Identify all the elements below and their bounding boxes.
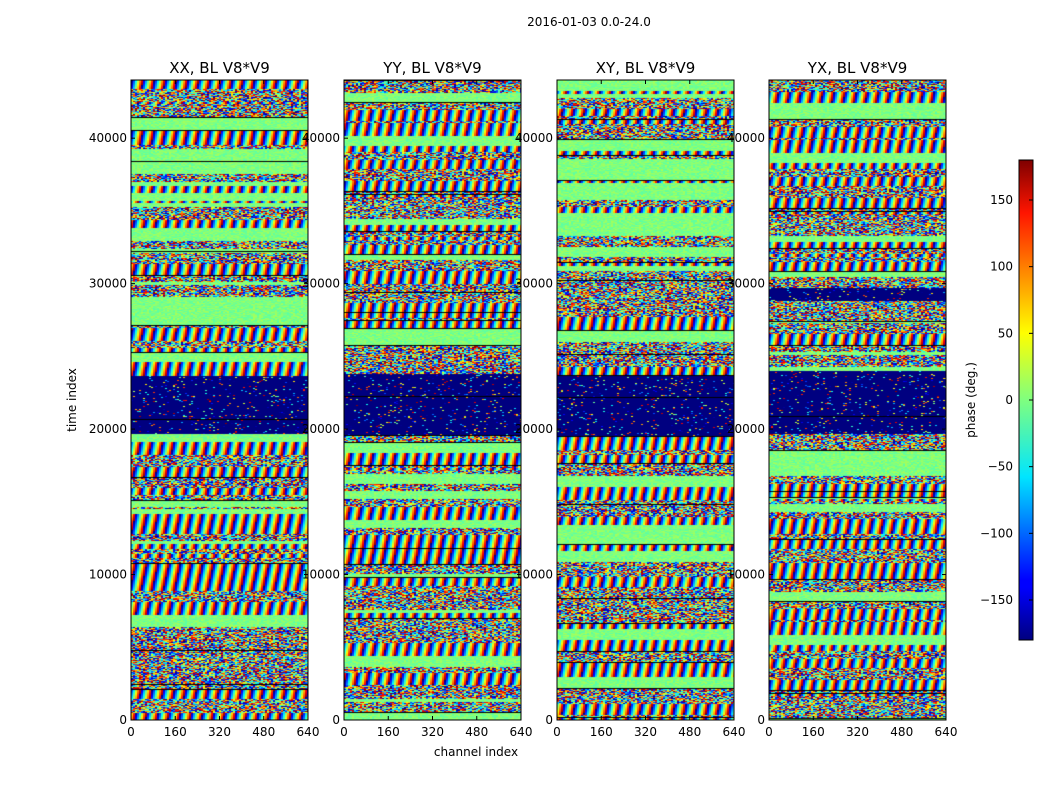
x-tick-label: 0 bbox=[127, 725, 135, 739]
x-tick-label: 0 bbox=[765, 725, 773, 739]
panel-heatmap bbox=[769, 80, 946, 720]
panel-heatmap bbox=[557, 80, 734, 720]
colorbar-tick-label: −100 bbox=[980, 526, 1013, 540]
y-tick-label: 40000 bbox=[727, 131, 765, 145]
colorbar-tick-label: −50 bbox=[988, 460, 1013, 474]
x-tick-label: 640 bbox=[723, 725, 746, 739]
y-tick-label: 30000 bbox=[727, 277, 765, 291]
panel-heatmap bbox=[131, 80, 308, 720]
panel-title: YX, BL V8*V9 bbox=[807, 59, 908, 77]
panel-3: YX, BL V8*V9 0 160 320 480 640 0 10000 20000 3000… bbox=[727, 59, 958, 739]
y-tick-label: 10000 bbox=[515, 568, 553, 582]
x-axis-label: channel index bbox=[434, 745, 518, 759]
y-tick-label: 40000 bbox=[89, 131, 127, 145]
x-tick-label: 0 bbox=[553, 725, 561, 739]
panel-title: XY, BL V8*V9 bbox=[596, 59, 696, 77]
x-tick-label: 480 bbox=[252, 725, 275, 739]
x-tick-label: 640 bbox=[297, 725, 320, 739]
y-tick-label: 20000 bbox=[302, 422, 340, 436]
heatmap-canvas bbox=[557, 80, 734, 720]
colorbar-tick-label: 0 bbox=[1005, 393, 1013, 407]
y-tick-label: 10000 bbox=[727, 568, 765, 582]
heatmap-canvas bbox=[344, 80, 521, 720]
y-tick-label: 40000 bbox=[515, 131, 553, 145]
panel-2: XY, BL V8*V9 0 160 320 480 640 0 10000 20000 3000… bbox=[515, 59, 746, 739]
x-tick-label: 320 bbox=[634, 725, 657, 739]
panels-group: XX, BL V8*V9 0 160 320 480 640 0 10000 20000 3000… bbox=[89, 59, 958, 739]
colorbar: 150 100 50 0 −50 −100 −150 phase (deg.) bbox=[964, 159, 1034, 641]
colorbar-tick-label: 50 bbox=[998, 326, 1013, 340]
y-tick-label: 0 bbox=[119, 713, 127, 727]
x-tick-label: 480 bbox=[890, 725, 913, 739]
x-tick-label: 480 bbox=[678, 725, 701, 739]
y-tick-label: 0 bbox=[757, 713, 765, 727]
y-tick-label: 0 bbox=[332, 713, 340, 727]
y-tick-label: 20000 bbox=[89, 422, 127, 436]
panel-0: XX, BL V8*V9 0 160 320 480 640 0 10000 20000 3000… bbox=[89, 59, 320, 739]
heatmap-canvas bbox=[131, 80, 308, 720]
figure-suptitle: 2016-01-03 0.0-24.0 bbox=[527, 15, 651, 29]
colorbar-ticks: 150 100 50 0 −50 −100 −150 bbox=[980, 193, 1033, 607]
panel-1: YY, BL V8*V9 0 160 320 480 640 0 10000 20000 3000… bbox=[302, 59, 533, 739]
x-tick-label: 160 bbox=[802, 725, 825, 739]
x-tick-label: 160 bbox=[377, 725, 400, 739]
panel-heatmap bbox=[344, 80, 521, 720]
colorbar-tick-label: 150 bbox=[990, 193, 1013, 207]
x-tick-label: 160 bbox=[164, 725, 187, 739]
y-tick-label: 40000 bbox=[302, 131, 340, 145]
y-axis-label: time index bbox=[65, 368, 79, 432]
x-tick-label: 0 bbox=[340, 725, 348, 739]
y-tick-label: 20000 bbox=[515, 422, 553, 436]
panel-title: XX, BL V8*V9 bbox=[169, 59, 270, 77]
y-tick-label: 20000 bbox=[727, 422, 765, 436]
colorbar-label: phase (deg.) bbox=[964, 362, 978, 438]
x-tick-label: 160 bbox=[590, 725, 613, 739]
heatmap-canvas bbox=[769, 80, 946, 720]
x-tick-label: 640 bbox=[935, 725, 958, 739]
colorbar-tick-label: 100 bbox=[990, 260, 1013, 274]
panel-title: YY, BL V8*V9 bbox=[382, 59, 481, 77]
x-tick-label: 640 bbox=[510, 725, 533, 739]
x-tick-label: 320 bbox=[846, 725, 869, 739]
y-tick-label: 30000 bbox=[515, 277, 553, 291]
x-tick-label: 320 bbox=[421, 725, 444, 739]
colorbar-tick-label: −150 bbox=[980, 593, 1013, 607]
y-tick-label: 10000 bbox=[89, 568, 127, 582]
x-tick-label: 320 bbox=[208, 725, 231, 739]
y-tick-label: 10000 bbox=[302, 568, 340, 582]
y-tick-label: 30000 bbox=[302, 277, 340, 291]
x-tick-label: 480 bbox=[465, 725, 488, 739]
y-tick-label: 0 bbox=[545, 713, 553, 727]
y-tick-label: 30000 bbox=[89, 277, 127, 291]
